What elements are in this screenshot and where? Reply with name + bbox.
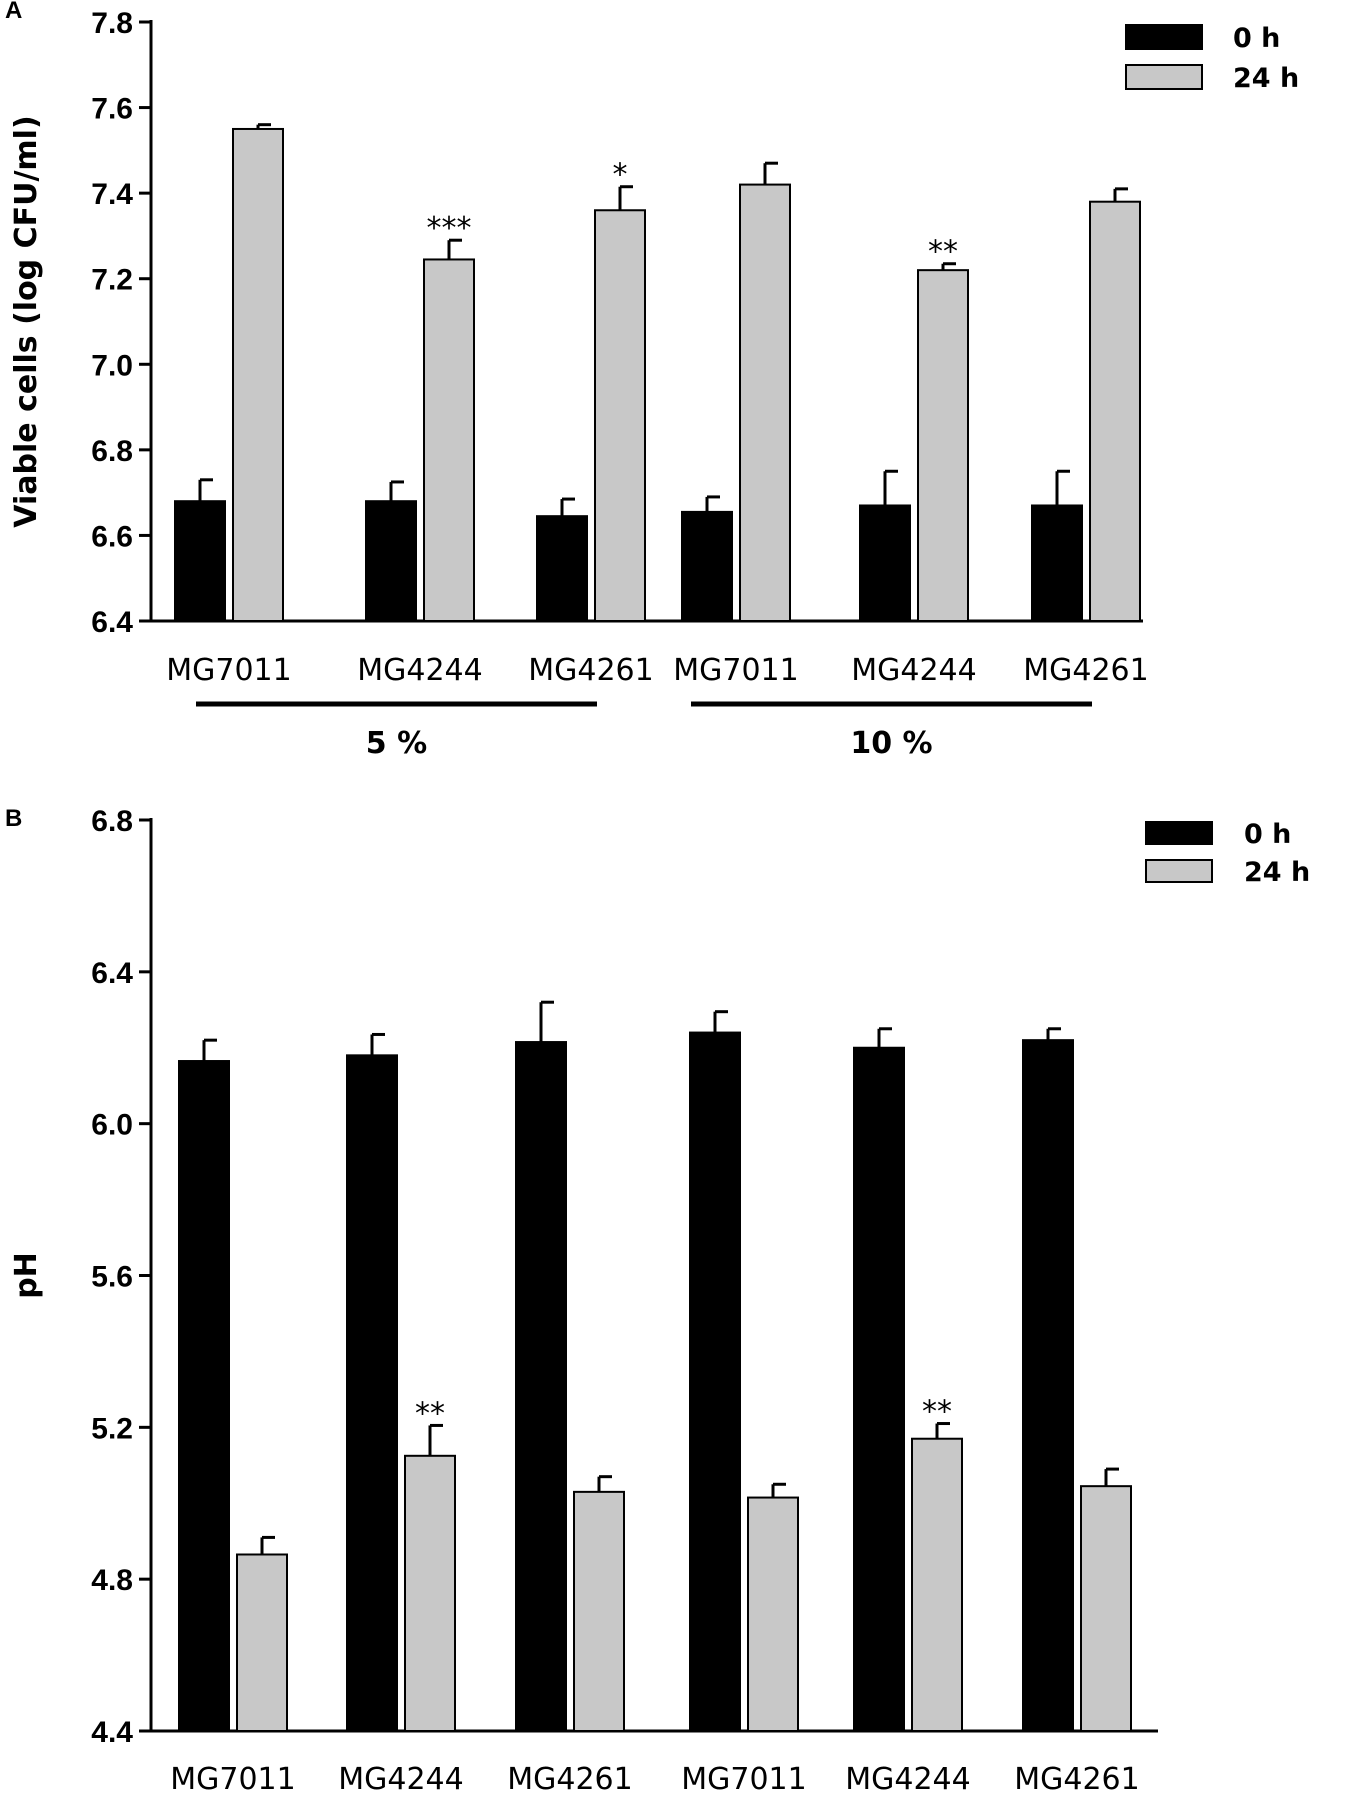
y-tick-label: 6.8 (91, 805, 133, 838)
bar-0h (681, 510, 733, 622)
panel-a: A 6.4 6.6 6.8 7.0 7.2 7.4 7.6 7.8 Viable cells (l… (5, 0, 1299, 761)
bar-0h (536, 515, 588, 622)
bar-0h (174, 500, 226, 623)
category-label: MG4261 (1014, 1762, 1139, 1797)
category-label: MG4244 (845, 1762, 970, 1797)
legend-label: 0 h (1244, 819, 1291, 850)
bar-24h (747, 1496, 799, 1733)
y-tick-label: 7.4 (91, 178, 133, 211)
y-tick-label: 4.4 (91, 1716, 133, 1749)
bar-0h (178, 1060, 230, 1732)
bar-24h (573, 1490, 625, 1733)
y-axis-title: Viable cells (log CFU/ml) (9, 115, 44, 527)
significance-label: ** (928, 235, 958, 270)
legend-swatch-0h (1125, 24, 1203, 50)
bar-0h (853, 1046, 905, 1732)
bar-0h (689, 1031, 741, 1732)
bar-24h (423, 258, 475, 622)
bar-0h (1031, 504, 1083, 623)
bar-24h (232, 127, 284, 622)
y-tick-label: 7.6 (91, 93, 133, 126)
category-label: MG4244 (851, 653, 976, 688)
bar-0h (346, 1054, 398, 1732)
group-label: 5 % (366, 726, 427, 761)
significance-label: * (613, 158, 628, 193)
y-tick-label: 6.4 (91, 957, 133, 990)
legend-label: 0 h (1233, 23, 1280, 54)
y-tick-label: 6.8 (91, 435, 133, 468)
bar-24h (917, 269, 969, 622)
legend-swatch-24h (1145, 859, 1213, 883)
category-label: MG4244 (338, 1762, 463, 1797)
y-tick-label: 6.0 (91, 1109, 133, 1142)
bar-24h (1080, 1485, 1132, 1732)
bar-0h (515, 1041, 567, 1732)
category-label: MG7011 (170, 1762, 295, 1797)
category-label: MG4261 (1023, 653, 1148, 688)
legend-swatch-0h (1145, 821, 1213, 845)
legend: 0 h 24 h (1145, 819, 1310, 888)
panel-letter: A (5, 0, 22, 24)
bar-24h (594, 209, 646, 622)
bar-24h (1089, 200, 1141, 622)
legend-swatch-24h (1125, 64, 1203, 90)
bar-24h (739, 183, 791, 622)
legend-label: 24 h (1233, 63, 1299, 94)
category-label: MG7011 (166, 653, 291, 688)
y-axis-title: pH (9, 1252, 44, 1299)
bar-0h (1022, 1039, 1074, 1732)
significance-label: ** (922, 1395, 952, 1430)
category-label: MG4261 (507, 1762, 632, 1797)
y-tick-label: 5.6 (91, 1261, 133, 1294)
bar-0h (365, 500, 417, 623)
bar-24h (404, 1454, 456, 1733)
category-label: MG4244 (357, 653, 482, 688)
y-tick-label: 6.4 (91, 606, 133, 639)
y-tick-label: 7.2 (91, 264, 133, 297)
bar-0h (859, 504, 911, 623)
panel-b: B 4.4 4.8 5.2 5.6 6.0 6.4 6.8 pH MG7011 ** MG4244 MG… (5, 805, 1310, 1797)
bar-24h (911, 1437, 963, 1732)
legend: 0 h 24 h (1125, 23, 1299, 94)
y-tick-label: 5.2 (91, 1412, 133, 1445)
bar-24h (236, 1553, 288, 1733)
y-tick-label: 6.6 (91, 520, 133, 553)
significance-label: ** (415, 1396, 445, 1431)
group-label: 10 % (850, 726, 932, 761)
significance-label: *** (427, 211, 472, 246)
y-tick-label: 4.8 (91, 1564, 133, 1597)
panel-letter: B (5, 805, 22, 832)
y-tick-label: 7.0 (91, 349, 133, 382)
category-label: MG7011 (673, 653, 798, 688)
category-label: MG7011 (681, 1762, 806, 1797)
y-tick-label: 7.8 (91, 7, 133, 40)
legend-label: 24 h (1244, 857, 1310, 888)
category-label: MG4261 (528, 653, 653, 688)
